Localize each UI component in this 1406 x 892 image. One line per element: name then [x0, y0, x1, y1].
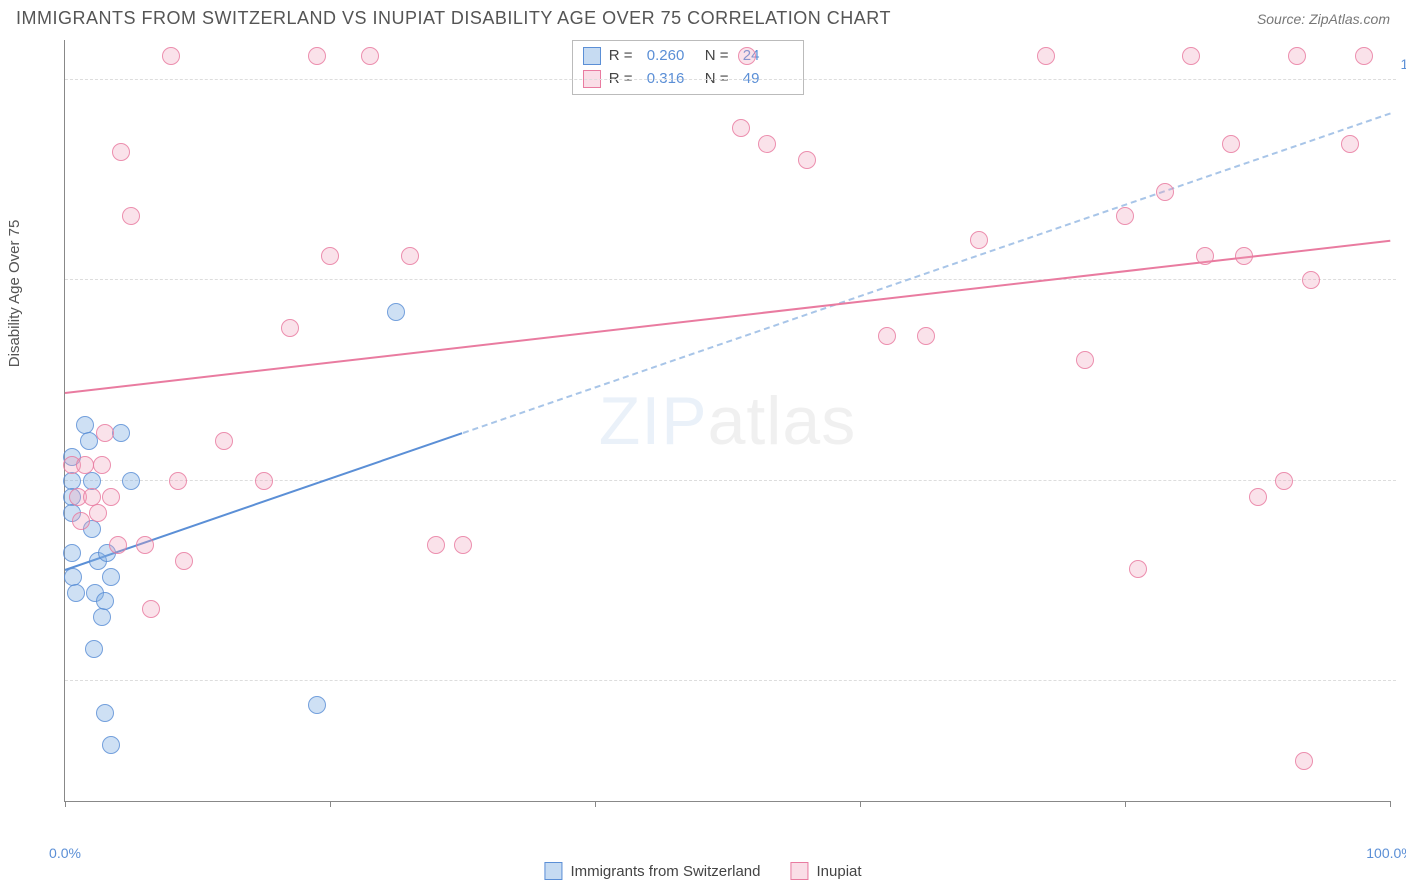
data-point: [76, 416, 94, 434]
data-point: [93, 608, 111, 626]
data-point: [917, 327, 935, 345]
data-point: [175, 552, 193, 570]
trend-line: [65, 240, 1390, 394]
x-tick-label: 0.0%: [49, 845, 81, 861]
chart-title: IMMIGRANTS FROM SWITZERLAND VS INUPIAT D…: [16, 8, 891, 29]
data-point: [1116, 207, 1134, 225]
data-point: [1341, 135, 1359, 153]
data-point: [738, 47, 756, 65]
data-point: [1182, 47, 1200, 65]
x-tick: [860, 801, 861, 807]
x-tick-label: 100.0%: [1366, 845, 1406, 861]
x-tick: [330, 801, 331, 807]
legend-label: Immigrants from Switzerland: [570, 863, 760, 880]
data-point: [970, 231, 988, 249]
data-point: [1288, 47, 1306, 65]
data-point: [162, 47, 180, 65]
data-point: [1275, 472, 1293, 490]
data-point: [454, 536, 472, 554]
data-point: [109, 536, 127, 554]
data-point: [878, 327, 896, 345]
legend-row: R =0.260N =24: [583, 45, 793, 68]
x-tick: [1390, 801, 1391, 807]
data-point: [1037, 47, 1055, 65]
data-point: [215, 432, 233, 450]
legend-r-label: R =: [609, 45, 639, 68]
data-point: [427, 536, 445, 554]
plot-area: ZIPatlas R =0.260N =24R =0.316N =49 25.0…: [64, 40, 1390, 802]
data-point: [96, 424, 114, 442]
watermark-bold: ZIP: [599, 383, 708, 459]
data-point: [96, 592, 114, 610]
data-point: [1302, 271, 1320, 289]
data-point: [798, 151, 816, 169]
data-point: [93, 456, 111, 474]
gridline: [65, 279, 1396, 280]
data-point: [112, 143, 130, 161]
data-point: [321, 247, 339, 265]
data-point: [1295, 752, 1313, 770]
data-point: [89, 504, 107, 522]
data-point: [308, 47, 326, 65]
data-point: [387, 303, 405, 321]
correlation-legend: R =0.260N =24R =0.316N =49: [572, 40, 804, 95]
data-point: [122, 207, 140, 225]
data-point: [85, 640, 103, 658]
data-point: [96, 704, 114, 722]
chart-area: Disability Age Over 75 ZIPatlas R =0.260…: [16, 40, 1390, 842]
data-point: [281, 319, 299, 337]
header: IMMIGRANTS FROM SWITZERLAND VS INUPIAT D…: [0, 0, 1406, 33]
gridline: [65, 79, 1396, 80]
x-tick: [65, 801, 66, 807]
data-point: [1076, 351, 1094, 369]
data-point: [758, 135, 776, 153]
data-point: [142, 600, 160, 618]
data-point: [1129, 560, 1147, 578]
y-axis-label: Disability Age Over 75: [6, 220, 23, 368]
data-point: [136, 536, 154, 554]
legend-label: Inupiat: [817, 863, 862, 880]
data-point: [102, 568, 120, 586]
legend-swatch: [791, 862, 809, 880]
data-point: [1222, 135, 1240, 153]
data-point: [1196, 247, 1214, 265]
data-point: [102, 736, 120, 754]
data-point: [1249, 488, 1267, 506]
data-point: [72, 512, 90, 530]
watermark-thin: atlas: [708, 383, 857, 459]
data-point: [1156, 183, 1174, 201]
x-tick: [595, 801, 596, 807]
y-tick-label: 100.0%: [1401, 56, 1406, 72]
data-point: [169, 472, 187, 490]
legend-swatch: [544, 862, 562, 880]
source-label: Source: ZipAtlas.com: [1257, 11, 1390, 27]
data-point: [67, 584, 85, 602]
data-point: [112, 424, 130, 442]
data-point: [255, 472, 273, 490]
legend-item: Inupiat: [791, 862, 862, 880]
data-point: [122, 472, 140, 490]
data-point: [102, 488, 120, 506]
data-point: [401, 247, 419, 265]
legend-item: Immigrants from Switzerland: [544, 862, 760, 880]
data-point: [361, 47, 379, 65]
data-point: [76, 456, 94, 474]
data-point: [63, 544, 81, 562]
gridline: [65, 680, 1396, 681]
data-point: [732, 119, 750, 137]
data-point: [1355, 47, 1373, 65]
trend-line: [462, 112, 1390, 434]
legend-r-value: 0.260: [647, 45, 697, 68]
x-tick: [1125, 801, 1126, 807]
data-point: [308, 696, 326, 714]
legend-n-label: N =: [705, 45, 735, 68]
watermark: ZIPatlas: [599, 382, 856, 460]
legend-swatch: [583, 47, 601, 65]
data-point: [1235, 247, 1253, 265]
series-legend: Immigrants from Switzerland Inupiat: [544, 862, 861, 880]
